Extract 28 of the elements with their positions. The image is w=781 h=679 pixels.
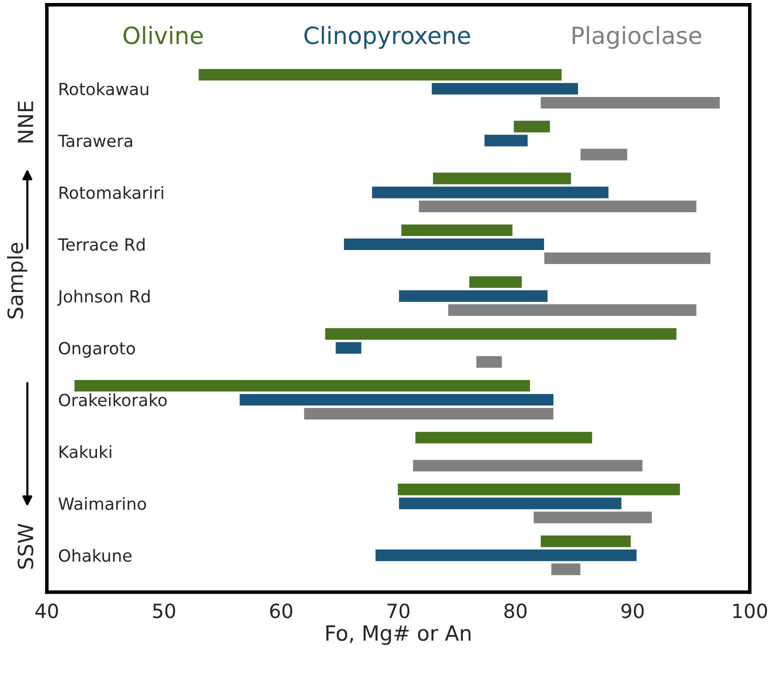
- y-tick-label: Orakeikorako: [58, 393, 167, 406]
- bar: [412, 458, 644, 473]
- y-tick-label: Kakuki: [60, 445, 112, 458]
- text: NNE: [18, 101, 34, 142]
- x-tick-label: 70: [388, 604, 410, 618]
- y-tick-label: Tarawera: [58, 134, 132, 148]
- x-axis-title: Fo, Mg# or An: [326, 625, 470, 645]
- x-tick-label: 50: [153, 604, 176, 618]
- y-tick-label: Terrace Rd: [58, 238, 145, 251]
- series-label: Olivine: [124, 26, 203, 44]
- y-axis-title: Sample: [7, 242, 28, 318]
- bar: [579, 147, 629, 162]
- y-tick-label: Rotomakariri: [60, 186, 164, 199]
- x-tick-label: 90: [621, 604, 644, 618]
- series-label: Clinopyroxene: [304, 26, 470, 49]
- x-tick-label: 40: [35, 604, 58, 618]
- x-tick-label: 80: [504, 604, 527, 618]
- x-tick-label: 100: [733, 604, 768, 618]
- text: SSW: [18, 524, 34, 569]
- x-tick-label: 60: [270, 604, 292, 618]
- text: Plagioclase: [572, 26, 702, 49]
- y-tick-label: Waimarino: [58, 497, 146, 510]
- y-tick-label: Ohakune: [58, 548, 132, 562]
- y-tick-label: Rotokawau: [60, 82, 148, 96]
- bar: [474, 354, 504, 370]
- y-tick-label: Johnson Rd: [57, 290, 150, 306]
- y-tick-label: Ongaroto: [58, 342, 135, 358]
- bar: [414, 430, 594, 445]
